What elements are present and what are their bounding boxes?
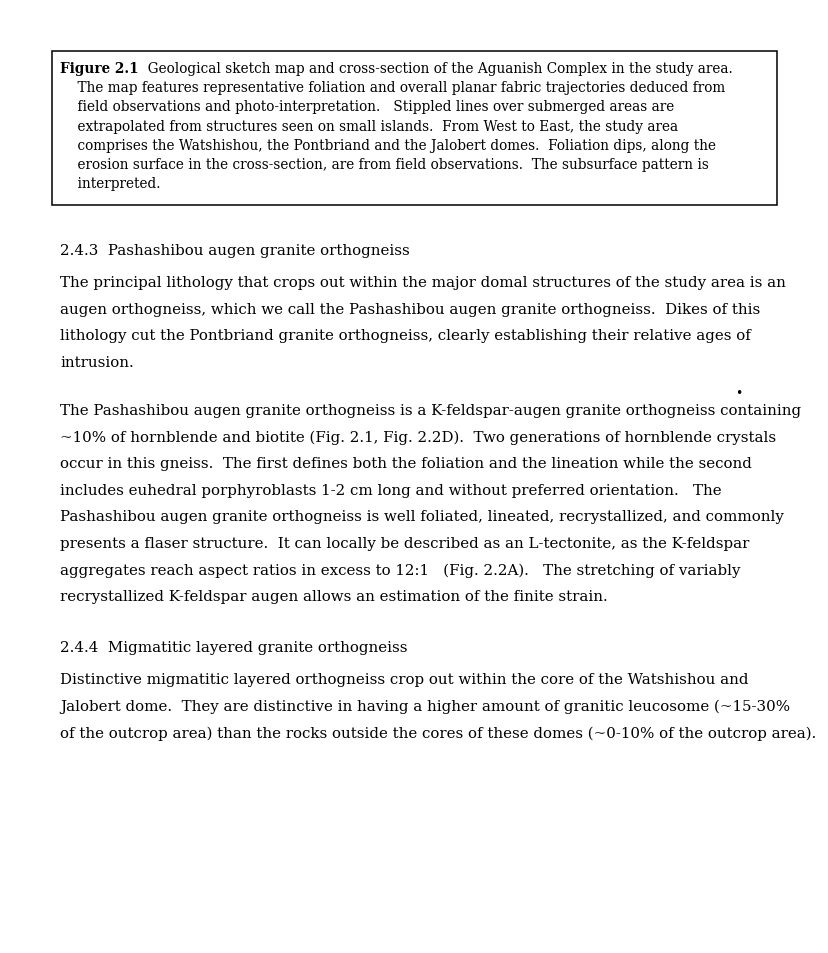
Text: Distinctive migmatitic layered orthogneiss crop out within the core of the Watsh: Distinctive migmatitic layered orthognei… — [60, 673, 748, 687]
Text: occur in this gneiss.  The first defines both the foliation and the lineation wh: occur in this gneiss. The first defines … — [60, 456, 751, 471]
Text: ~10% of hornblende and biotite (Fig. 2.1, Fig. 2.2D).  Two generations of hornbl: ~10% of hornblende and biotite (Fig. 2.1… — [60, 431, 775, 445]
Text: lithology cut the Pontbriand granite orthogneiss, clearly establishing their rel: lithology cut the Pontbriand granite ort… — [60, 329, 750, 343]
Text: comprises the Watshishou, the Pontbriand and the Jalobert domes.  Foliation dips: comprises the Watshishou, the Pontbriand… — [60, 138, 715, 152]
Text: field observations and photo-interpretation.   Stippled lines over submerged are: field observations and photo-interpretat… — [60, 100, 673, 114]
Text: Geological sketch map and cross-section of the Aguanish Complex in the study are: Geological sketch map and cross-section … — [138, 62, 731, 76]
Text: Figure 2.1: Figure 2.1 — [60, 62, 138, 76]
Text: extrapolated from structures seen on small islands.  From West to East, the stud: extrapolated from structures seen on sma… — [60, 119, 677, 133]
Text: •: • — [734, 387, 741, 400]
FancyBboxPatch shape — [52, 52, 776, 206]
Text: Pashashibou augen granite orthogneiss is well foliated, lineated, recrystallized: Pashashibou augen granite orthogneiss is… — [60, 510, 783, 524]
Text: aggregates reach aspect ratios in excess to 12:1   (Fig. 2.2A).   The stretching: aggregates reach aspect ratios in excess… — [60, 563, 739, 578]
Text: recrystallized K-feldspar augen allows an estimation of the finite strain.: recrystallized K-feldspar augen allows a… — [60, 589, 607, 603]
Text: The map features representative foliation and overall planar fabric trajectories: The map features representative foliatio… — [60, 81, 724, 95]
Text: augen orthogneiss, which we call the Pashashibou augen granite orthogneiss.  Dik: augen orthogneiss, which we call the Pas… — [60, 303, 759, 316]
Text: of the outcrop area) than the rocks outside the cores of these domes (~0-10% of : of the outcrop area) than the rocks outs… — [60, 725, 816, 740]
Text: presents a flaser structure.  It can locally be described as an L-tectonite, as : presents a flaser structure. It can loca… — [60, 537, 749, 550]
Text: includes euhedral porphyroblasts 1-2 cm long and without preferred orientation. : includes euhedral porphyroblasts 1-2 cm … — [60, 483, 720, 497]
Text: Jalobert dome.  They are distinctive in having a higher amount of granitic leuco: Jalobert dome. They are distinctive in h… — [60, 700, 789, 714]
Text: The principal lithology that crops out within the major domal structures of the : The principal lithology that crops out w… — [60, 276, 785, 290]
Text: erosion surface in the cross-section, are from field observations.  The subsurfa: erosion surface in the cross-section, ar… — [60, 158, 708, 172]
Text: intrusion.: intrusion. — [60, 355, 133, 370]
Text: interpreted.: interpreted. — [60, 177, 161, 191]
Text: 2.4.4  Migmatitic layered granite orthogneiss: 2.4.4 Migmatitic layered granite orthogn… — [60, 640, 407, 655]
Text: 2.4.3  Pashashibou augen granite orthogneiss: 2.4.3 Pashashibou augen granite orthogne… — [60, 244, 409, 258]
Text: The Pashashibou augen granite orthogneiss is a K-feldspar-augen granite orthogne: The Pashashibou augen granite orthogneis… — [60, 404, 800, 418]
